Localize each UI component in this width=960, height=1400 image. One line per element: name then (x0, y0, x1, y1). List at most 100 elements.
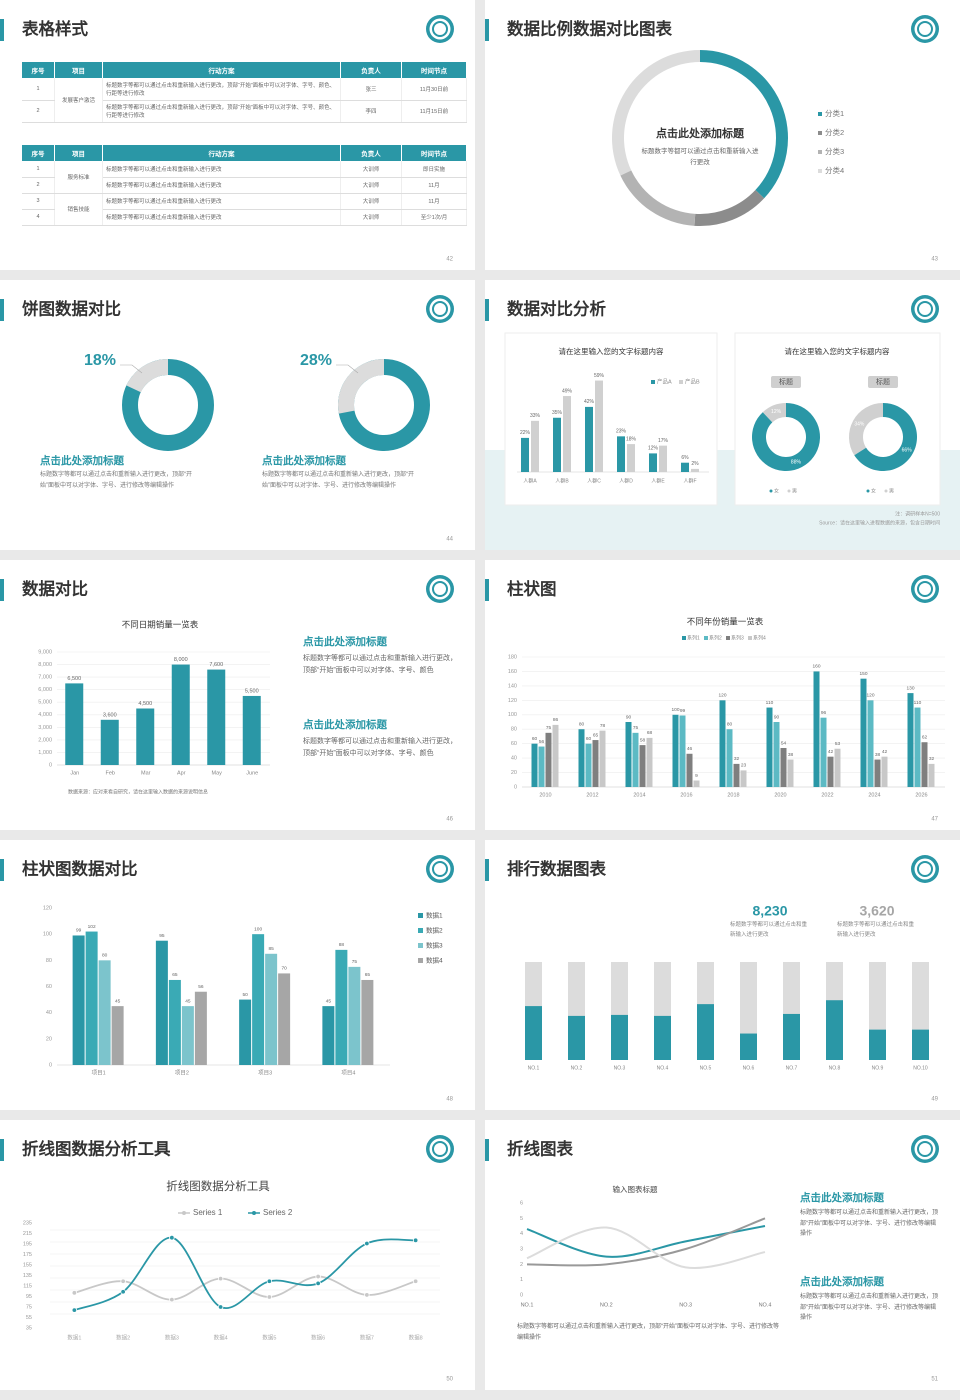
bar (659, 445, 667, 472)
data-label: 80 (102, 953, 108, 959)
title-accent (485, 299, 489, 321)
page-number: 51 (931, 1377, 938, 1383)
data-label: 32 (929, 756, 935, 762)
x-tick-label: 2020 (774, 792, 786, 798)
bar (72, 935, 85, 1065)
logo-core (432, 1141, 448, 1157)
title-accent (485, 19, 489, 41)
donut-text: 标题数字等都可以通过点击和重新输入进行更改 (641, 148, 759, 167)
ring-text: 标题数字等都可以通过点击和重新输入进行更改，顶部“开始”面板中可以对字体、字号、… (40, 472, 192, 489)
cell-time: 11月 (401, 177, 467, 194)
pill (868, 376, 898, 388)
bar (691, 468, 699, 472)
y-tick-label: 1,000 (38, 750, 52, 756)
data-label: 88% (791, 459, 802, 465)
y-tick-label: 80 (46, 958, 52, 964)
donut-label: 标题 (876, 377, 890, 386)
data-table: 序号 项目 行动方案 负责人 时间节点 1 服务标准 标题数字等都可以通过点击和重新输入进行更… (22, 145, 467, 226)
bar (869, 1029, 886, 1060)
x-tick-label: 数据1 (67, 1333, 81, 1341)
data-label: 86 (553, 717, 559, 723)
donut-title: 点击此处添加标题 (656, 126, 745, 140)
x-tick-label: 2024 (868, 792, 880, 798)
header-cell: 序号 (22, 145, 55, 161)
line-point (217, 1304, 224, 1310)
data-label: 38 (788, 752, 794, 758)
slide-title: 柱状图数据对比 (22, 858, 138, 878)
bar (85, 931, 98, 1065)
cell-number: 2 (22, 100, 55, 123)
cell-action: 标题数字等都可以通过点击和重新输入进行更改 (102, 177, 341, 194)
legend-swatch (418, 928, 423, 933)
data-label: 59% (594, 373, 605, 379)
bar (611, 1014, 628, 1060)
slide-title: 数据对比分析 (507, 298, 607, 318)
stat-value: 3,620 (859, 903, 894, 919)
cell-number: 2 (22, 177, 55, 194)
x-tick-label: 数据8 (409, 1333, 423, 1341)
bar (136, 708, 155, 765)
y-tick-label: 180 (508, 654, 517, 660)
bar (639, 745, 646, 787)
legend-label: 系列4 (753, 634, 766, 641)
header-cell: 时间节点 (401, 62, 467, 78)
legend-label: 女 (774, 487, 779, 494)
footnote: Source：请在这里输入进程数据的来源，包含日期时间 (819, 519, 940, 526)
data-label: 42 (828, 749, 834, 755)
data-label: 8,000 (174, 657, 188, 663)
chart-title: 输入图表标题 (613, 1184, 658, 1194)
ring-value: 28% (300, 352, 332, 369)
cell-time: 至少1次/月 (401, 209, 467, 226)
bar (646, 737, 653, 787)
bar (787, 759, 794, 787)
cell-number: 3 (22, 193, 55, 210)
bar (194, 991, 207, 1065)
bar (679, 715, 686, 787)
x-tick-label: NO.3 (679, 1302, 692, 1308)
slide: 柱状图数据对比 48 0 20 40 60 80 100 120 项目1 99 102 80 45 项目2 9… (0, 840, 475, 1110)
bar (907, 693, 914, 787)
y-tick-label: 0 (49, 762, 52, 768)
x-tick-label: 数据5 (262, 1333, 276, 1341)
data-label: 96 (821, 710, 827, 716)
cell-project: 发展客户激活 (54, 78, 103, 123)
x-tick-label: NO.5 (700, 1065, 712, 1071)
data-label: 18% (626, 436, 637, 442)
x-tick-label: June (246, 770, 258, 776)
line-point (315, 1280, 321, 1287)
legend-label: 男 (889, 488, 894, 494)
stat-text: 标题数字等都可以通过点击和重新输入进行更改 (730, 922, 808, 938)
data-label: 32 (734, 756, 740, 762)
data-label: 75 (352, 959, 358, 965)
x-tick-label: NO.1 (521, 1302, 534, 1308)
bar (531, 743, 538, 787)
bar (740, 770, 747, 787)
y-tick-label: 2 (520, 1262, 523, 1268)
x-tick-label: 人群F (683, 477, 696, 484)
slide: 数据比例数据对比图表 43 分类1 分类2 分类3 分类4 点击此处添加标题 标题数字等都可以… (485, 0, 960, 270)
block-heading: 点击此处添加标题 (303, 635, 387, 648)
legend-label: Series 1 (193, 1208, 223, 1217)
legend-label: 男 (792, 488, 797, 494)
data-label: 23 (741, 763, 747, 769)
header-cell: 项目 (54, 62, 103, 78)
legend-dot (787, 489, 791, 493)
bar (538, 746, 545, 787)
bar (348, 966, 361, 1065)
chart-title: 不同年份销量一览表 (687, 616, 764, 626)
x-tick-label: 2014 (633, 792, 645, 798)
y-tick-label: 2,000 (38, 737, 52, 743)
block-text: 标题数字等都可以通过点击和重新输入进行更改，顶部“开始”面板中可以对字体、字号、… (303, 655, 457, 675)
legend-swatch (818, 169, 822, 173)
source-note: 数据来源：应对来看自研究，请在这里输入数据的来源说明信息 (68, 788, 208, 795)
header-cell: 行动方案 (102, 62, 341, 78)
data-label: 100 (671, 707, 679, 713)
line-point (266, 1278, 273, 1284)
line-series (526, 1225, 766, 1258)
y-tick-label: 0 (514, 784, 517, 790)
bar (171, 664, 190, 765)
legend-dot (866, 489, 870, 493)
legend-swatch (818, 112, 822, 116)
bar (632, 732, 639, 787)
